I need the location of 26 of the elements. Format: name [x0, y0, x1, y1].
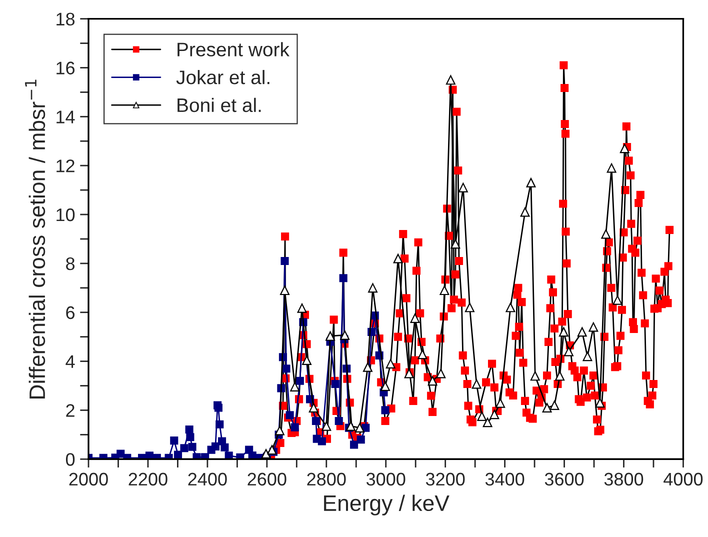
y-axis-title: Differential cross setion / mbsr$^{−1}$	[25, 80, 46, 398]
y-tick-label: 6	[66, 306, 75, 320]
y-tick-label: 8	[66, 257, 75, 270]
legend-label: Present work	[178, 42, 290, 56]
y-tick-label: 10	[56, 208, 75, 222]
y-tick-label: 0	[66, 453, 75, 466]
x-tick-label: 2000	[69, 472, 108, 486]
x-tick-label: 2200	[128, 472, 168, 486]
legend-label: Jokar et al.	[176, 70, 270, 84]
y-tick-label: 14	[56, 110, 75, 124]
x-tick-label: 3200	[426, 472, 465, 486]
x-tick-label: 2800	[307, 472, 346, 486]
y-tick-label: 18	[56, 12, 75, 26]
y-tick-label: 12	[56, 160, 74, 172]
y-tick-label: 2	[66, 404, 74, 417]
x-tick-label: 4000	[664, 472, 703, 486]
x-tick-label: 3600	[544, 472, 584, 486]
legend-label: Boni et al.	[178, 98, 261, 112]
x-axis-title: Energy / keV	[324, 494, 450, 516]
x-tick-label: 3000	[366, 472, 406, 486]
y-tick-label: 16	[56, 62, 75, 74]
x-tick-label: 2600	[248, 472, 286, 486]
y-tick-label: 4	[66, 355, 75, 368]
x-tick-label: 2400	[188, 472, 227, 486]
x-tick-label: 3800	[604, 472, 644, 486]
x-tick-label: 3400	[485, 472, 524, 486]
